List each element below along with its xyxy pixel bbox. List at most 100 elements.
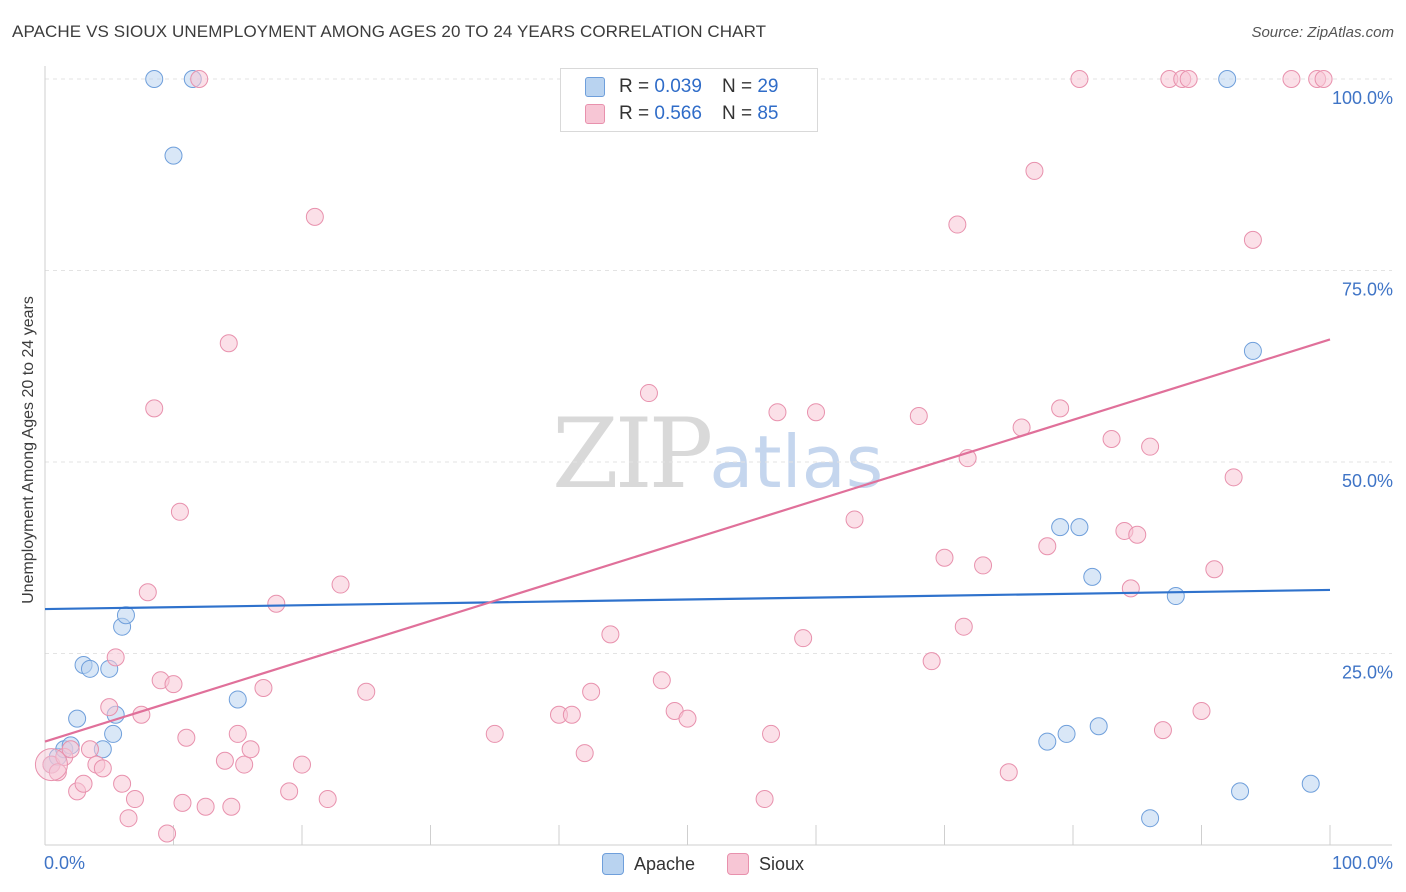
sioux-point <box>177 728 196 747</box>
x-tick-label-min: 0.0% <box>44 853 85 873</box>
apache-trend-line <box>44 588 1331 611</box>
sioux-point <box>228 724 247 743</box>
sioux-point <box>1128 525 1147 544</box>
apache-point <box>1231 782 1250 801</box>
sioux-point <box>1141 437 1160 456</box>
tick-labels: 25.0% 50.0% 75.0% 100.0% 0.0% 100.0% <box>44 88 1393 873</box>
sioux-swatch <box>585 104 605 124</box>
apache-point <box>68 709 87 728</box>
sioux-point <box>935 548 954 567</box>
sioux-point <box>601 625 620 644</box>
sioux-trend-line <box>44 338 1331 743</box>
sioux-point <box>1282 70 1301 88</box>
legend-item-sioux[interactable]: Sioux <box>727 853 804 875</box>
sioux-point <box>948 215 967 234</box>
sioux-point <box>164 675 183 694</box>
legend-item-apache[interactable]: Apache <box>601 853 696 875</box>
sioux-point <box>357 682 376 701</box>
sioux-r-value: 0.566 <box>654 103 702 124</box>
apache-point <box>1051 518 1070 537</box>
sioux-point <box>241 740 260 759</box>
series-legend: Apache Sioux <box>0 852 1406 876</box>
apache-n-label: N = <box>721 76 753 97</box>
sioux-point <box>305 207 324 226</box>
apache-point <box>1070 518 1089 537</box>
sioux-point <box>652 671 671 690</box>
y-tick-label: 100.0% <box>1332 88 1393 108</box>
sioux-point <box>74 774 93 793</box>
sioux-n-value: 85 <box>757 103 779 124</box>
sioux-point <box>106 648 125 667</box>
sioux-point <box>562 705 581 724</box>
y-axis-label: Unemployment Among Ages 20 to 24 years <box>20 296 37 604</box>
sioux-point <box>1070 70 1089 88</box>
apache-point <box>1083 567 1102 586</box>
sioux-point <box>190 70 209 88</box>
sioux-point <box>125 790 144 809</box>
sioux-cluster-point <box>34 748 68 782</box>
sioux-point <box>807 403 825 422</box>
sioux-point <box>145 399 164 418</box>
x-tick-label-max: 100.0% <box>1332 853 1393 873</box>
apache-point <box>116 606 135 625</box>
apache-r-value: 0.039 <box>654 76 702 97</box>
sioux-point <box>762 724 781 743</box>
sioux-point <box>954 617 973 636</box>
sioux-point <box>280 782 299 801</box>
apache-legend-label: Apache <box>633 853 696 874</box>
apache-legend-swatch <box>601 853 624 875</box>
source-label: Source: ZipAtlas.com <box>1251 24 1394 41</box>
sioux-point <box>1243 230 1262 249</box>
sioux-points <box>34 70 1333 843</box>
watermark-zip: ZIP <box>552 398 713 510</box>
sioux-point <box>755 790 774 809</box>
sioux-n-label: N = <box>721 103 753 124</box>
apache-point <box>1243 341 1262 360</box>
sioux-point <box>845 510 864 529</box>
y-tick-label: 25.0% <box>1342 663 1393 683</box>
apache-point <box>1057 724 1076 743</box>
sioux-point <box>1224 468 1243 487</box>
apache-swatch <box>585 77 605 97</box>
apache-point <box>1089 717 1108 736</box>
sioux-point <box>1102 430 1121 449</box>
apache-point <box>164 146 183 165</box>
sioux-point <box>170 502 189 521</box>
sioux-point <box>100 698 119 717</box>
sioux-point <box>293 755 311 774</box>
sioux-point <box>1179 70 1198 88</box>
sioux-point <box>267 594 286 613</box>
sioux-point <box>794 629 813 648</box>
apache-n-value: 29 <box>757 76 779 97</box>
sioux-point <box>768 403 787 422</box>
apache-point <box>80 659 99 678</box>
sioux-point <box>974 556 993 575</box>
sioux-point <box>80 740 99 759</box>
sioux-point <box>582 682 601 701</box>
sioux-legend-swatch <box>727 853 750 875</box>
legend-row-apache: R = 0.039 N = 29 <box>585 74 778 100</box>
sioux-r-label: R = <box>619 103 650 124</box>
gridlines <box>45 78 1392 654</box>
apache-point <box>1218 70 1237 88</box>
y-tick-label: 50.0% <box>1342 471 1393 491</box>
sioux-point <box>173 793 192 812</box>
apache-point <box>1141 809 1160 828</box>
sioux-point <box>215 751 234 770</box>
sioux-point <box>1205 560 1224 579</box>
sioux-point <box>93 759 112 778</box>
y-tick-label: 75.0% <box>1342 280 1393 300</box>
apache-r-label: R = <box>619 76 650 97</box>
sioux-point <box>119 809 138 828</box>
sioux-point <box>318 790 337 809</box>
sioux-point <box>1121 579 1140 598</box>
sioux-point <box>485 724 504 743</box>
chart-title: APACHE VS SIOUX UNEMPLOYMENT AMONG AGES … <box>12 22 767 41</box>
sioux-point <box>1051 399 1070 418</box>
sioux-point <box>1192 701 1211 720</box>
y-axis-label-wrap: Unemployment Among Ages 20 to 24 years <box>14 60 44 840</box>
sioux-point <box>222 797 241 816</box>
sioux-point <box>113 774 132 793</box>
sioux-point <box>922 652 941 671</box>
sioux-point <box>235 755 254 774</box>
